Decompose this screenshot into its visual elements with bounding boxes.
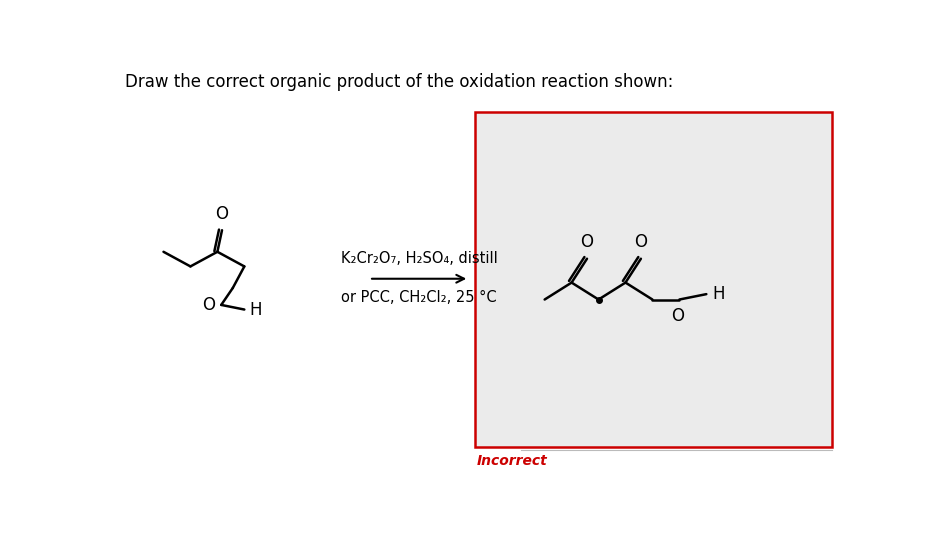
Text: O: O [635, 233, 648, 251]
Text: Incorrect: Incorrect [477, 453, 548, 467]
Text: K₂Cr₂O₇, H₂SO₄, distill: K₂Cr₂O₇, H₂SO₄, distill [341, 251, 498, 266]
Text: O: O [581, 233, 594, 251]
Text: O: O [671, 307, 684, 325]
Text: Draw the correct organic product of the oxidation reaction shown:: Draw the correct organic product of the … [125, 73, 673, 91]
Text: or PCC, CH₂Cl₂, 25 °C: or PCC, CH₂Cl₂, 25 °C [341, 289, 497, 305]
Text: O: O [202, 296, 215, 314]
Bar [474, 113, 832, 447]
Text: H: H [249, 301, 262, 319]
Text: H: H [712, 285, 725, 303]
Text: O: O [215, 204, 228, 223]
